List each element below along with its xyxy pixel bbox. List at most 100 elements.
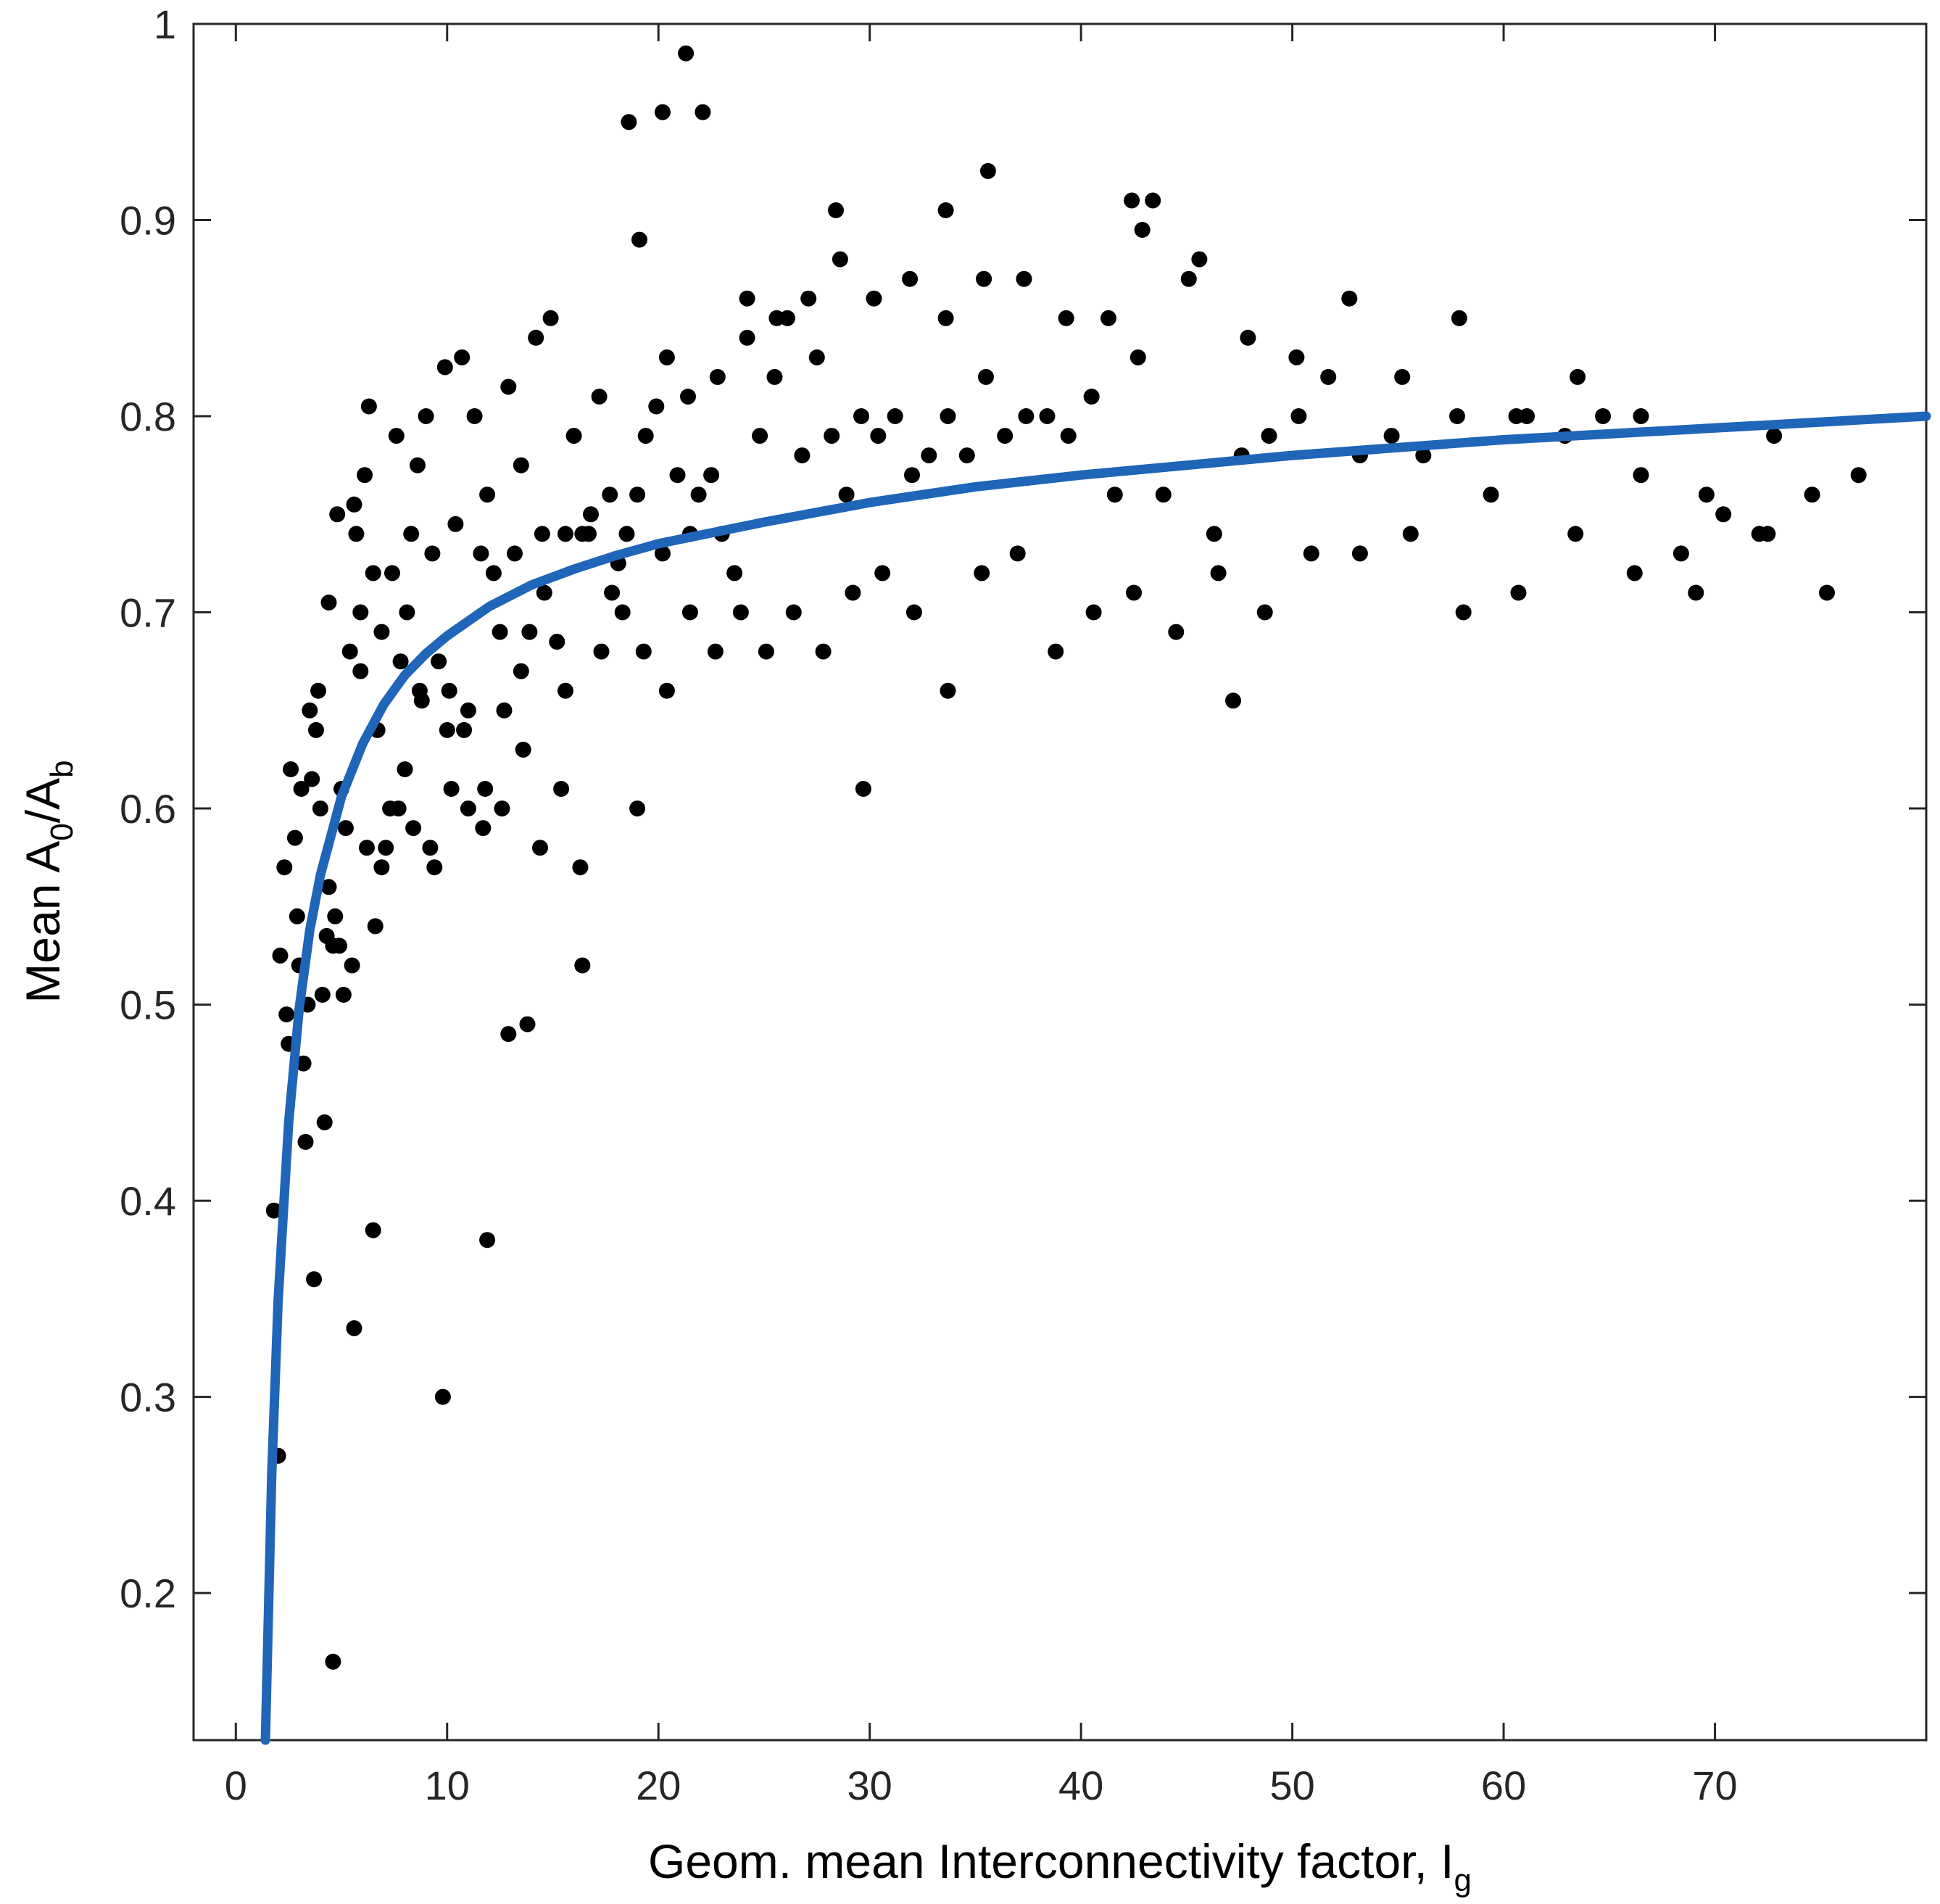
- data-point: [293, 781, 310, 797]
- x-tick-label: 10: [425, 1763, 470, 1808]
- data-point: [1455, 604, 1472, 621]
- data-point: [581, 526, 597, 542]
- data-point: [513, 457, 529, 473]
- data-point: [752, 428, 768, 444]
- data-point: [726, 565, 743, 581]
- data-point: [1595, 408, 1612, 424]
- y-axis-label-part: 0: [44, 823, 80, 840]
- x-tick-label: 50: [1269, 1763, 1314, 1808]
- data-point: [902, 270, 919, 287]
- data-point: [1106, 487, 1123, 503]
- data-point: [384, 565, 400, 581]
- data-point: [655, 545, 671, 562]
- data-point: [870, 428, 887, 444]
- data-point: [341, 643, 358, 660]
- data-point: [431, 653, 447, 670]
- data-point: [655, 104, 671, 120]
- data-point: [492, 624, 508, 640]
- data-point: [479, 487, 496, 503]
- y-tick-label: 0.9: [120, 198, 176, 244]
- data-point: [286, 829, 303, 846]
- data-point: [1303, 545, 1319, 562]
- data-point: [681, 604, 698, 621]
- data-point: [1290, 408, 1307, 424]
- data-point: [528, 329, 544, 346]
- data-point: [997, 428, 1013, 444]
- data-point: [631, 231, 647, 248]
- data-point: [513, 663, 529, 679]
- data-point: [447, 516, 464, 532]
- y-axis-label-part: b: [44, 760, 80, 777]
- data-point: [1415, 447, 1432, 464]
- data-point: [707, 643, 724, 660]
- data-point: [1567, 526, 1584, 542]
- data-point: [314, 987, 331, 1003]
- data-point: [629, 487, 646, 503]
- data-point: [346, 1320, 362, 1336]
- data-point: [758, 643, 774, 660]
- data-point: [1688, 584, 1704, 601]
- data-point: [507, 545, 523, 562]
- data-point: [302, 702, 318, 719]
- y-axis-label-part: Mean A: [16, 841, 70, 1003]
- data-point: [1383, 428, 1400, 444]
- data-point: [709, 368, 726, 385]
- y-tick-label: 0.7: [120, 590, 176, 636]
- data-point: [388, 428, 405, 444]
- data-point: [1009, 545, 1026, 562]
- data-point: [278, 1006, 295, 1023]
- data-point: [669, 467, 686, 484]
- data-point: [373, 624, 390, 640]
- data-point: [680, 389, 696, 405]
- data-point: [308, 721, 324, 738]
- data-point: [434, 1388, 451, 1405]
- data-point: [357, 467, 373, 484]
- data-point: [320, 879, 337, 895]
- data-point: [1819, 584, 1835, 601]
- data-point: [1626, 565, 1643, 581]
- data-point: [824, 428, 840, 444]
- data-point: [800, 290, 817, 307]
- data-point: [904, 467, 920, 484]
- data-point: [456, 721, 473, 738]
- data-point: [1751, 526, 1767, 542]
- data-point: [500, 378, 517, 395]
- data-point: [1256, 604, 1273, 621]
- data-point: [658, 349, 675, 365]
- data-point: [1766, 428, 1783, 444]
- y-tick-label: 0.3: [120, 1375, 176, 1420]
- data-point: [310, 682, 326, 699]
- ticks-layer: 0 10 20 30 40 50 60 70 0.2 0.3 0.4 0.5 0.6 0.7 0.8 0.9 1: [120, 1, 1926, 1808]
- data-point: [312, 800, 328, 817]
- data-point: [828, 202, 844, 218]
- data-point: [1672, 545, 1689, 562]
- data-point: [1449, 408, 1465, 424]
- data-point: [853, 408, 869, 424]
- data-point: [979, 162, 996, 179]
- data-point: [337, 820, 354, 837]
- data-point: [1129, 349, 1146, 365]
- data-point: [283, 761, 299, 777]
- data-point: [583, 506, 599, 523]
- data-point: [477, 781, 494, 797]
- data-point: [739, 329, 755, 346]
- data-point: [621, 114, 637, 131]
- data-point: [832, 251, 848, 268]
- data-point: [1850, 467, 1867, 484]
- data-point: [678, 45, 695, 62]
- data-point: [1124, 192, 1140, 209]
- data-point: [549, 634, 565, 650]
- data-point: [766, 368, 783, 385]
- data-point: [1288, 349, 1305, 365]
- data-point: [373, 859, 390, 876]
- data-point: [422, 840, 439, 856]
- y-tick-label: 0.8: [120, 394, 176, 439]
- data-point: [937, 202, 954, 218]
- data-point: [500, 1026, 517, 1043]
- data-point: [1168, 624, 1185, 640]
- data-point: [466, 408, 483, 424]
- data-point: [1100, 310, 1116, 326]
- data-point: [403, 526, 420, 542]
- plot-area: [192, 22, 1928, 1742]
- data-point: [1126, 584, 1142, 601]
